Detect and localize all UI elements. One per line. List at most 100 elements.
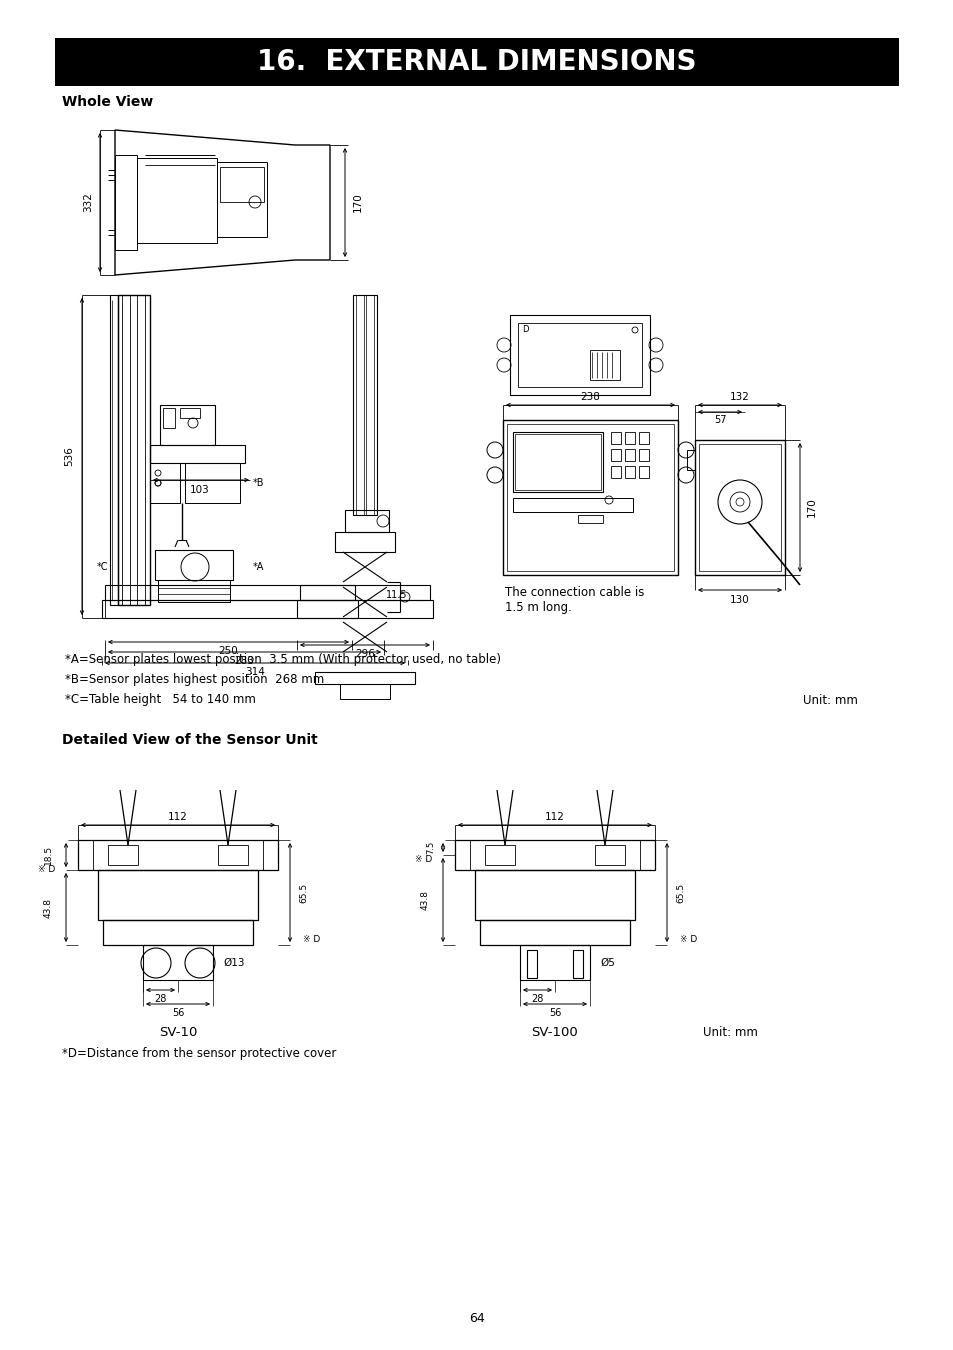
Bar [220,167,264,202]
Text: ※ D: ※ D [679,936,697,945]
Bar [115,155,137,250]
Bar [510,315,649,396]
Text: 238: 238 [580,392,599,402]
Bar [513,432,602,491]
Text: 1.5 m long.: 1.5 m long. [504,601,571,613]
Bar [158,580,230,602]
Bar [366,296,374,514]
Bar [122,296,130,605]
Text: 56: 56 [548,1008,560,1018]
Bar [103,919,253,945]
Text: 28: 28 [153,994,166,1004]
Bar [610,466,620,478]
Bar [624,432,635,444]
Bar [526,950,537,977]
Bar [339,684,390,699]
Text: *A=Sensor plates lowest position  3.5 mm (With protector used, no table): *A=Sensor plates lowest position 3.5 mm … [65,653,500,667]
Text: Unit: mm: Unit: mm [701,1026,757,1038]
Bar [578,514,602,522]
Text: 170: 170 [806,498,816,517]
Text: 283: 283 [234,656,254,666]
Bar [180,408,200,418]
Text: ※ D: ※ D [38,865,55,875]
Bar [589,350,619,379]
Bar [686,450,695,470]
Text: 43.8: 43.8 [420,890,429,910]
Text: *C: *C [97,562,109,572]
Bar [519,945,589,980]
Bar [517,323,641,387]
Text: *B=Sensor plates highest position  268 mm: *B=Sensor plates highest position 268 mm [65,674,324,687]
Bar [355,296,364,514]
Text: 7.5: 7.5 [426,841,435,855]
Text: 56: 56 [172,1008,184,1018]
Text: 16.  EXTERNAL DIMENSIONS: 16. EXTERNAL DIMENSIONS [257,49,696,76]
Bar [314,672,415,684]
Text: 28: 28 [530,994,542,1004]
Text: 57: 57 [713,414,725,425]
Text: *A: *A [253,562,264,572]
Text: SV-100: SV-100 [531,1026,578,1038]
Bar [345,510,389,532]
Bar [639,450,648,460]
Text: Unit: mm: Unit: mm [801,694,857,706]
Bar [160,405,214,446]
Bar [353,296,376,514]
Text: Ø5: Ø5 [599,958,615,968]
Bar [639,432,648,444]
Text: Detailed View of the Sensor Unit: Detailed View of the Sensor Unit [62,733,317,747]
Bar [185,463,240,504]
Bar [150,446,245,463]
Bar [118,296,150,605]
Bar [513,498,633,512]
Text: 250: 250 [218,647,238,656]
Text: 536: 536 [64,447,74,467]
Text: 314: 314 [245,667,265,676]
Bar [624,450,635,460]
Text: 18.5: 18.5 [44,845,52,865]
Bar [335,532,395,552]
Bar [484,845,515,865]
Text: 43.8: 43.8 [44,898,52,918]
Bar [105,585,355,599]
Bar [506,424,673,571]
Bar [218,845,248,865]
Bar [699,444,781,571]
Bar [299,585,430,599]
Bar [137,158,216,243]
Text: 112: 112 [168,811,188,822]
Text: 130: 130 [729,595,749,605]
Bar [475,869,635,919]
Text: 11.5: 11.5 [386,590,407,599]
Text: ※ D: ※ D [415,856,432,864]
Bar [573,950,582,977]
Text: *B: *B [253,478,264,487]
Bar [639,466,648,478]
Text: *D=Distance from the sensor protective cover: *D=Distance from the sensor protective c… [62,1048,336,1061]
Text: SV-10: SV-10 [158,1026,197,1038]
Bar [163,408,174,428]
Text: 170: 170 [353,193,363,212]
Bar [610,450,620,460]
Bar [695,440,784,575]
Text: 296: 296 [355,649,375,659]
Text: ※ D: ※ D [303,936,320,945]
Bar [515,433,600,490]
Bar [455,840,655,869]
Text: 103: 103 [190,485,210,495]
Text: 65.5: 65.5 [676,883,685,903]
Bar [595,845,624,865]
Bar [98,869,257,919]
Text: Whole View: Whole View [62,95,153,109]
Bar [78,840,277,869]
Bar [143,945,213,980]
Bar [110,296,118,605]
Text: D: D [521,325,528,335]
Bar [479,919,629,945]
Text: The connection cable is: The connection cable is [504,586,643,599]
Bar [154,549,233,580]
Bar [102,599,357,618]
Text: 65.5: 65.5 [299,883,308,903]
Text: 112: 112 [544,811,564,822]
Bar [108,845,138,865]
